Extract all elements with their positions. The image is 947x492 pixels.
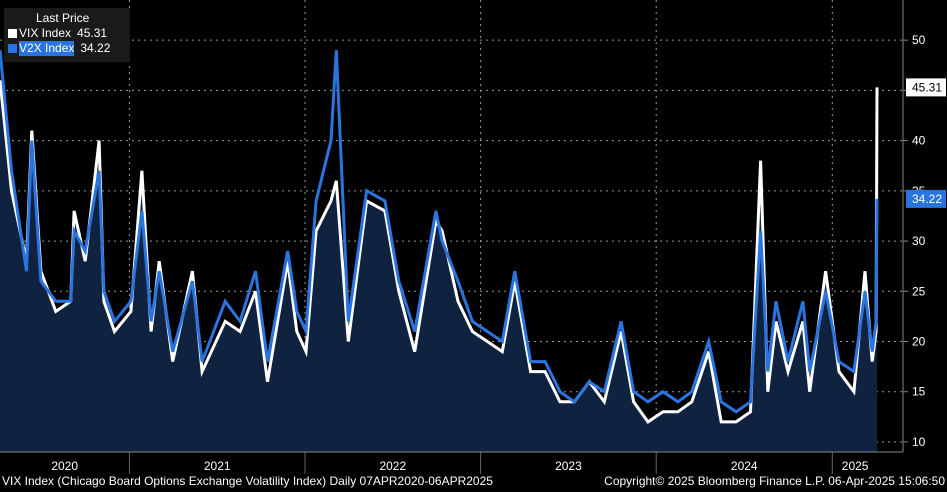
- x-tick-label-2025: 2025: [842, 459, 869, 473]
- y-tick-label-10: 10: [912, 435, 926, 449]
- y-tick-label-30: 30: [912, 234, 926, 248]
- y-tick-label-25: 25: [912, 284, 926, 298]
- v2x-series-line: [0, 50, 879, 414]
- legend-value-v2x: 34.22: [80, 41, 111, 55]
- legend-value-vix: 45.31: [77, 26, 108, 40]
- y-tick-label-15: 15: [912, 385, 926, 399]
- y-tick-label-50: 50: [912, 33, 926, 47]
- footer-copyright: Copyright© 2025 Bloomberg Finance L.P. 0…: [604, 474, 945, 488]
- footer: VIX Index (Chicago Board Options Exchang…: [0, 474, 947, 492]
- legend: Last Price VIX Index 45.31 V2X Index 34.…: [4, 8, 130, 62]
- legend-title: Last Price: [36, 11, 90, 25]
- x-tick-label-2023: 2023: [555, 459, 582, 473]
- legend-item-v2x: V2X Index 34.22: [8, 41, 126, 56]
- footer-description: VIX Index (Chicago Board Options Exchang…: [2, 474, 493, 488]
- chart: 101520253035404550 202020212022202320242…: [0, 0, 946, 474]
- y-tick-label-20: 20: [912, 335, 926, 349]
- legend-name-v2x: V2X Index: [19, 41, 75, 56]
- last-value-tag-1: 34.22: [912, 192, 942, 206]
- y-tick-label-40: 40: [912, 134, 926, 148]
- legend-item-vix: VIX Index 45.31: [8, 26, 126, 41]
- x-tick-label-2024: 2024: [731, 459, 758, 473]
- legend-name-vix: VIX Index: [19, 26, 72, 40]
- legend-swatch-v2x: [8, 44, 17, 53]
- x-tick-label-2022: 2022: [379, 459, 406, 473]
- last-value-tag-0: 45.31: [912, 80, 942, 94]
- legend-swatch-vix: [8, 29, 17, 38]
- x-tick-label-2021: 2021: [204, 459, 231, 473]
- last-value-tag-bg-1: [906, 189, 946, 208]
- x-tick-label-2020: 2020: [51, 459, 78, 473]
- last-value-tag-bg-0: [906, 78, 946, 97]
- vix-area-fill: [0, 80, 877, 453]
